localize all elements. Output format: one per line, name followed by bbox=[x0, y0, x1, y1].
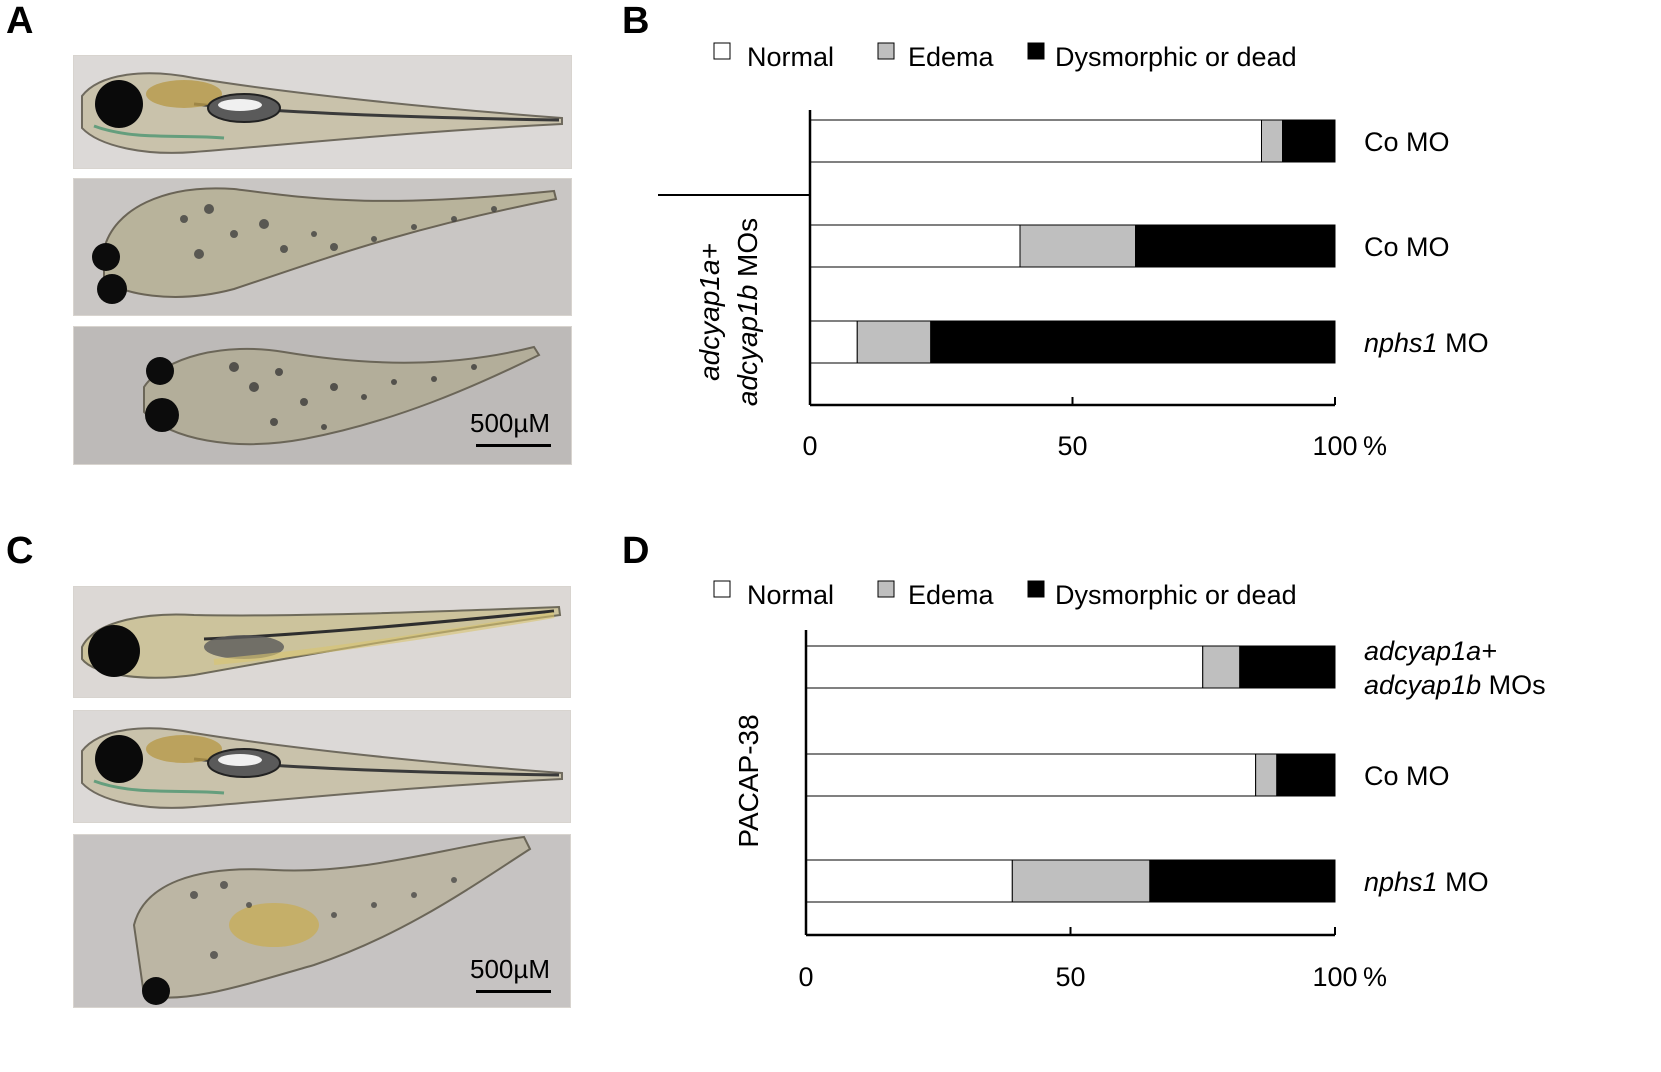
category-label: adcyap1b MOs bbox=[1364, 670, 1546, 700]
larva-photo-a3 bbox=[73, 326, 572, 465]
bar-segment-dysmorphic-or-dead-1 bbox=[1282, 119, 1336, 163]
legend-label-normal: Normal bbox=[747, 580, 834, 610]
legend-label-dysmorphic: Dysmorphic or dead bbox=[1055, 580, 1297, 610]
category-label: nphs1 MO bbox=[1364, 328, 1489, 358]
scalebar-c bbox=[476, 990, 551, 993]
x-tick-label: 0 bbox=[798, 962, 813, 992]
bar-segment-normal-2 bbox=[805, 753, 1257, 797]
bar-segment-normal-1 bbox=[809, 119, 1262, 163]
bar-segment-normal-2 bbox=[809, 224, 1021, 268]
larva-photo-c2 bbox=[73, 710, 571, 823]
bar-segment-dysmorphic-or-dead-1 bbox=[1239, 645, 1336, 689]
bar-segment-dysmorphic-or-dead-2 bbox=[1135, 224, 1336, 268]
category-label: adcyap1a+ bbox=[1364, 636, 1497, 666]
category-label: Co MO bbox=[1364, 127, 1450, 157]
x-tick-label: 0 bbox=[802, 431, 817, 461]
panel-letter-b: B bbox=[622, 0, 650, 42]
category-label: Co MO bbox=[1364, 761, 1450, 791]
bar-segment-edema-2 bbox=[1019, 224, 1136, 268]
scalebar-label-c: 500µM bbox=[470, 954, 551, 984]
bar-segment-edema-1 bbox=[1261, 119, 1283, 163]
x-unit-label: % bbox=[1363, 962, 1387, 992]
panel-letter-d: D bbox=[622, 530, 650, 572]
legend-label-normal: Normal bbox=[747, 42, 834, 72]
legend-swatch-edema bbox=[877, 580, 895, 598]
larva-photo-a2 bbox=[73, 178, 572, 316]
legend-swatch-dysmorphic bbox=[1027, 580, 1045, 598]
legend-b: Normal Edema Dysmorphic or dead bbox=[713, 42, 1297, 72]
legend-swatch-normal bbox=[713, 580, 731, 598]
larva-photo-c1 bbox=[73, 586, 571, 698]
legend-label-edema: Edema bbox=[908, 42, 995, 72]
bar-segment-dysmorphic-or-dead-3 bbox=[1149, 859, 1336, 903]
category-label: nphs1 MO bbox=[1364, 867, 1489, 897]
x-tick-label: 50 bbox=[1055, 962, 1085, 992]
bar-segment-normal-3 bbox=[805, 859, 1013, 903]
stacked-bar-chart-d: Normal Edema Dysmorphic or dead 0 50 100% … bbox=[713, 580, 1546, 992]
bar-segment-normal-1 bbox=[805, 645, 1204, 689]
scalebar-a bbox=[476, 444, 551, 447]
panel-letter-a: A bbox=[6, 0, 34, 42]
panel-letter-c: C bbox=[6, 530, 34, 572]
stacked-bar-chart-b: Normal Edema Dysmorphic or dead 0 50 100% … bbox=[658, 42, 1489, 461]
bar-segment-edema-1 bbox=[1202, 645, 1241, 689]
bar-segment-normal-3 bbox=[809, 320, 858, 364]
x-tick-label: 50 bbox=[1057, 431, 1087, 461]
larva-photo-c3 bbox=[73, 834, 571, 1008]
bar-segment-dysmorphic-or-dead-2 bbox=[1276, 753, 1336, 797]
x-tick-label: 100 bbox=[1312, 962, 1357, 992]
legend-swatch-edema bbox=[877, 42, 895, 60]
larva-photo-a1 bbox=[73, 55, 572, 169]
legend-swatch-dysmorphic bbox=[1027, 42, 1045, 60]
bar-segment-edema-3 bbox=[856, 320, 932, 364]
bar-segment-edema-2 bbox=[1255, 753, 1278, 797]
legend-label-edema: Edema bbox=[908, 580, 995, 610]
x-tick-label: 100 bbox=[1312, 431, 1357, 461]
group-label: adcyap1b MOs bbox=[732, 218, 763, 406]
group-label: adcyap1a+ bbox=[694, 243, 725, 381]
bar-segment-dysmorphic-or-dead-3 bbox=[930, 320, 1336, 364]
category-label: Co MO bbox=[1364, 232, 1450, 262]
legend-d: Normal Edema Dysmorphic or dead bbox=[713, 580, 1297, 610]
legend-swatch-normal bbox=[713, 42, 731, 60]
bar-segment-edema-3 bbox=[1011, 859, 1151, 903]
x-unit-label: % bbox=[1363, 431, 1387, 461]
scalebar-label-a: 500µM bbox=[470, 408, 551, 438]
legend-label-dysmorphic: Dysmorphic or dead bbox=[1055, 42, 1297, 72]
group-label: PACAP-38 bbox=[733, 714, 764, 847]
